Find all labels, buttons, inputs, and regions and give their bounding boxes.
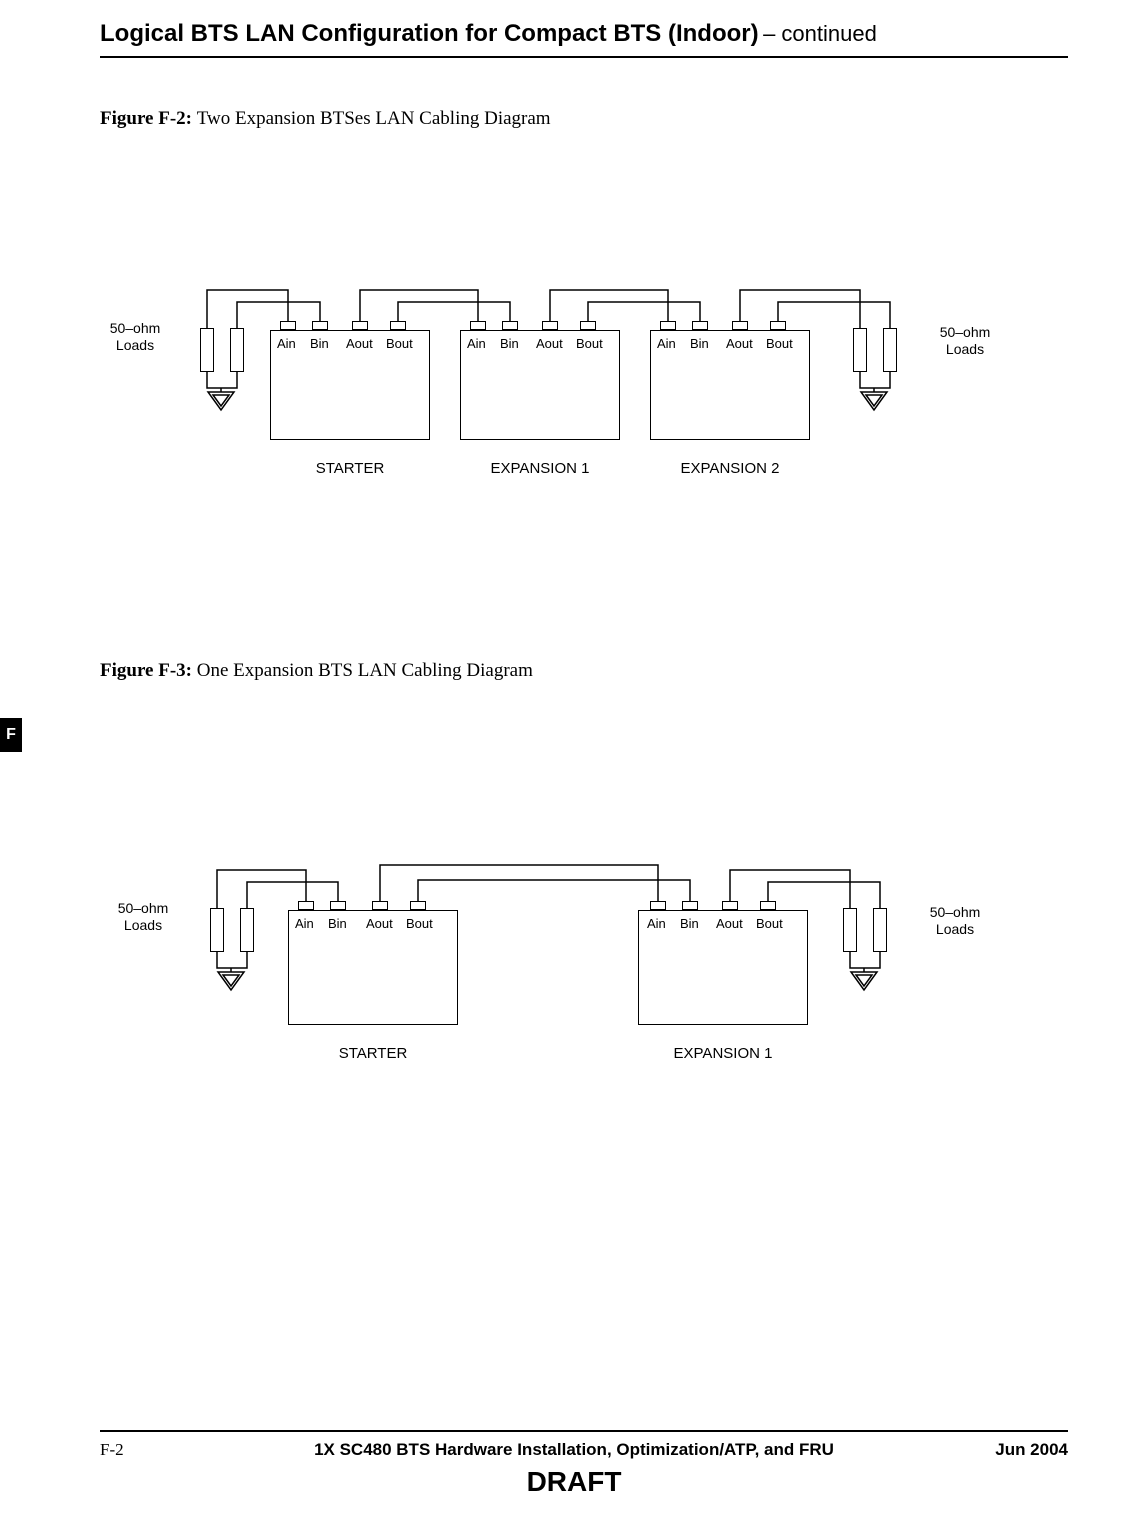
figure-f3-caption-label: Figure F-3:	[100, 660, 197, 681]
load-ohm-f3l: 50–ohm	[118, 900, 169, 916]
load-ohm-r: 50–ohm	[940, 324, 991, 340]
exp1-port-bin-f3	[682, 901, 698, 910]
starter-unit-label: STARTER	[270, 460, 430, 477]
starter-port-aout-f3	[372, 901, 388, 910]
exp2-port-bout	[770, 321, 786, 330]
right-load-rect-2	[883, 328, 897, 372]
exp2-lbl-bin: Bin	[690, 336, 709, 351]
exp1-port-ain	[470, 321, 486, 330]
left-load-label: 50–ohm Loads	[90, 320, 180, 354]
load-loads-f3l: Loads	[124, 917, 162, 933]
starter-lbl-bout: Bout	[386, 336, 413, 351]
right-load-label-f3: 50–ohm Loads	[910, 904, 1000, 938]
section-tab-f: F	[0, 718, 22, 752]
exp2-lbl-bout: Bout	[766, 336, 793, 351]
exp1-lbl-bin-f3: Bin	[680, 916, 699, 931]
exp1-port-bout	[580, 321, 596, 330]
exp2-port-ain	[660, 321, 676, 330]
starter-lbl-ain-f3: Ain	[295, 916, 314, 931]
exp1-port-bout-f3	[760, 901, 776, 910]
exp2-unit-label: EXPANSION 2	[650, 460, 810, 477]
exp1-lbl-bout-f3: Bout	[756, 916, 783, 931]
figure-f2-caption-label: Figure F-2:	[100, 108, 197, 129]
figure-f3-caption: Figure F-3: One Expansion BTS LAN Cablin…	[100, 660, 533, 682]
exp2-lbl-ain: Ain	[657, 336, 676, 351]
starter-lbl-bin-f3: Bin	[328, 916, 347, 931]
exp1-port-bin	[502, 321, 518, 330]
exp1-lbl-ain-f3: Ain	[647, 916, 666, 931]
exp2-lbl-aout: Aout	[726, 336, 753, 351]
load-ohm-f3r: 50–ohm	[930, 904, 981, 920]
starter-lbl-bout-f3: Bout	[406, 916, 433, 931]
figure-f2-diagram: 50–ohm Loads Ain Bin Aout Bout STARTER A…	[90, 280, 1050, 540]
starter-port-bout-f3	[410, 901, 426, 910]
exp1-unit-label-f3: EXPANSION 1	[638, 1045, 808, 1062]
right-load-label: 50–ohm Loads	[920, 324, 1010, 358]
starter-lbl-aout: Aout	[346, 336, 373, 351]
load-loads-f3r: Loads	[936, 921, 974, 937]
starter-lbl-aout-f3: Aout	[366, 916, 393, 931]
starter-unit-label-f3: STARTER	[288, 1045, 458, 1062]
figure-f3-caption-text: One Expansion BTS LAN Cabling Diagram	[197, 660, 533, 681]
page-header: Logical BTS LAN Configuration for Compac…	[100, 20, 1068, 58]
exp1-port-aout	[542, 321, 558, 330]
starter-port-bin-f3	[330, 901, 346, 910]
load-loads-r: Loads	[946, 341, 984, 357]
starter-lbl-ain: Ain	[277, 336, 296, 351]
right-load-rect-2-f3	[873, 908, 887, 952]
load-loads: Loads	[116, 337, 154, 353]
footer-date: Jun 2004	[995, 1440, 1068, 1460]
exp1-lbl-ain: Ain	[467, 336, 486, 351]
exp1-lbl-bin: Bin	[500, 336, 519, 351]
left-load-rect-2	[230, 328, 244, 372]
exp1-lbl-aout: Aout	[536, 336, 563, 351]
left-load-rect-1	[200, 328, 214, 372]
page-title: Logical BTS LAN Configuration for Compac…	[100, 20, 759, 47]
figure-f3-wiring	[90, 860, 1050, 1120]
right-load-rect-1-f3	[843, 908, 857, 952]
starter-port-bout	[390, 321, 406, 330]
figure-f2-caption-text: Two Expansion BTSes LAN Cabling Diagram	[197, 108, 551, 129]
starter-lbl-bin: Bin	[310, 336, 329, 351]
left-load-rect-1-f3	[210, 908, 224, 952]
footer-rule	[100, 1430, 1068, 1432]
exp1-unit-label: EXPANSION 1	[460, 460, 620, 477]
figure-f2-caption: Figure F-2: Two Expansion BTSes LAN Cabl…	[100, 108, 551, 130]
exp1-port-ain-f3	[650, 901, 666, 910]
starter-port-ain-f3	[298, 901, 314, 910]
figure-f3-diagram: 50–ohm Loads Ain Bin Aout Bout STARTER A…	[90, 860, 1050, 1120]
starter-port-bin	[312, 321, 328, 330]
exp1-lbl-bout: Bout	[576, 336, 603, 351]
exp2-port-aout	[732, 321, 748, 330]
exp2-port-bin	[692, 321, 708, 330]
footer-doc-title: 1X SC480 BTS Hardware Installation, Opti…	[0, 1440, 1148, 1460]
exp1-port-aout-f3	[722, 901, 738, 910]
starter-port-aout	[352, 321, 368, 330]
left-load-label-f3: 50–ohm Loads	[98, 900, 188, 934]
load-ohm: 50–ohm	[110, 320, 161, 336]
left-load-rect-2-f3	[240, 908, 254, 952]
right-load-rect-1	[853, 328, 867, 372]
page-title-suffix: – continued	[763, 21, 877, 46]
starter-port-ain	[280, 321, 296, 330]
exp1-lbl-aout-f3: Aout	[716, 916, 743, 931]
footer-draft: DRAFT	[0, 1466, 1148, 1498]
